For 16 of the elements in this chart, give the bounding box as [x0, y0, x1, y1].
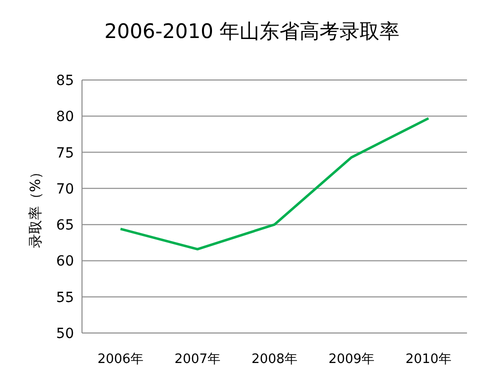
y-tick-label: 70: [56, 181, 74, 198]
y-tick-label: 50: [56, 326, 74, 342]
x-tick-label: 2006年: [97, 352, 144, 367]
y-tick-label: 75: [56, 145, 74, 162]
y-axis-title: 录取率（%）: [28, 164, 44, 248]
x-tick-label: 2009年: [328, 352, 375, 367]
x-tick-label: 2010年: [405, 352, 452, 367]
y-tick-label: 55: [56, 290, 74, 306]
y-tick-label: 65: [56, 218, 74, 234]
y-tick-label: 80: [56, 109, 74, 126]
x-tick-label: 2007年: [174, 352, 221, 367]
line-series: [119, 117, 430, 250]
y-tick-label: 85: [56, 73, 74, 89]
chart-title: 2006-2010 年山东省高考录取率: [104, 19, 400, 43]
y-tick-label: 60: [56, 254, 74, 270]
x-tick-label: 2008年: [251, 352, 298, 367]
